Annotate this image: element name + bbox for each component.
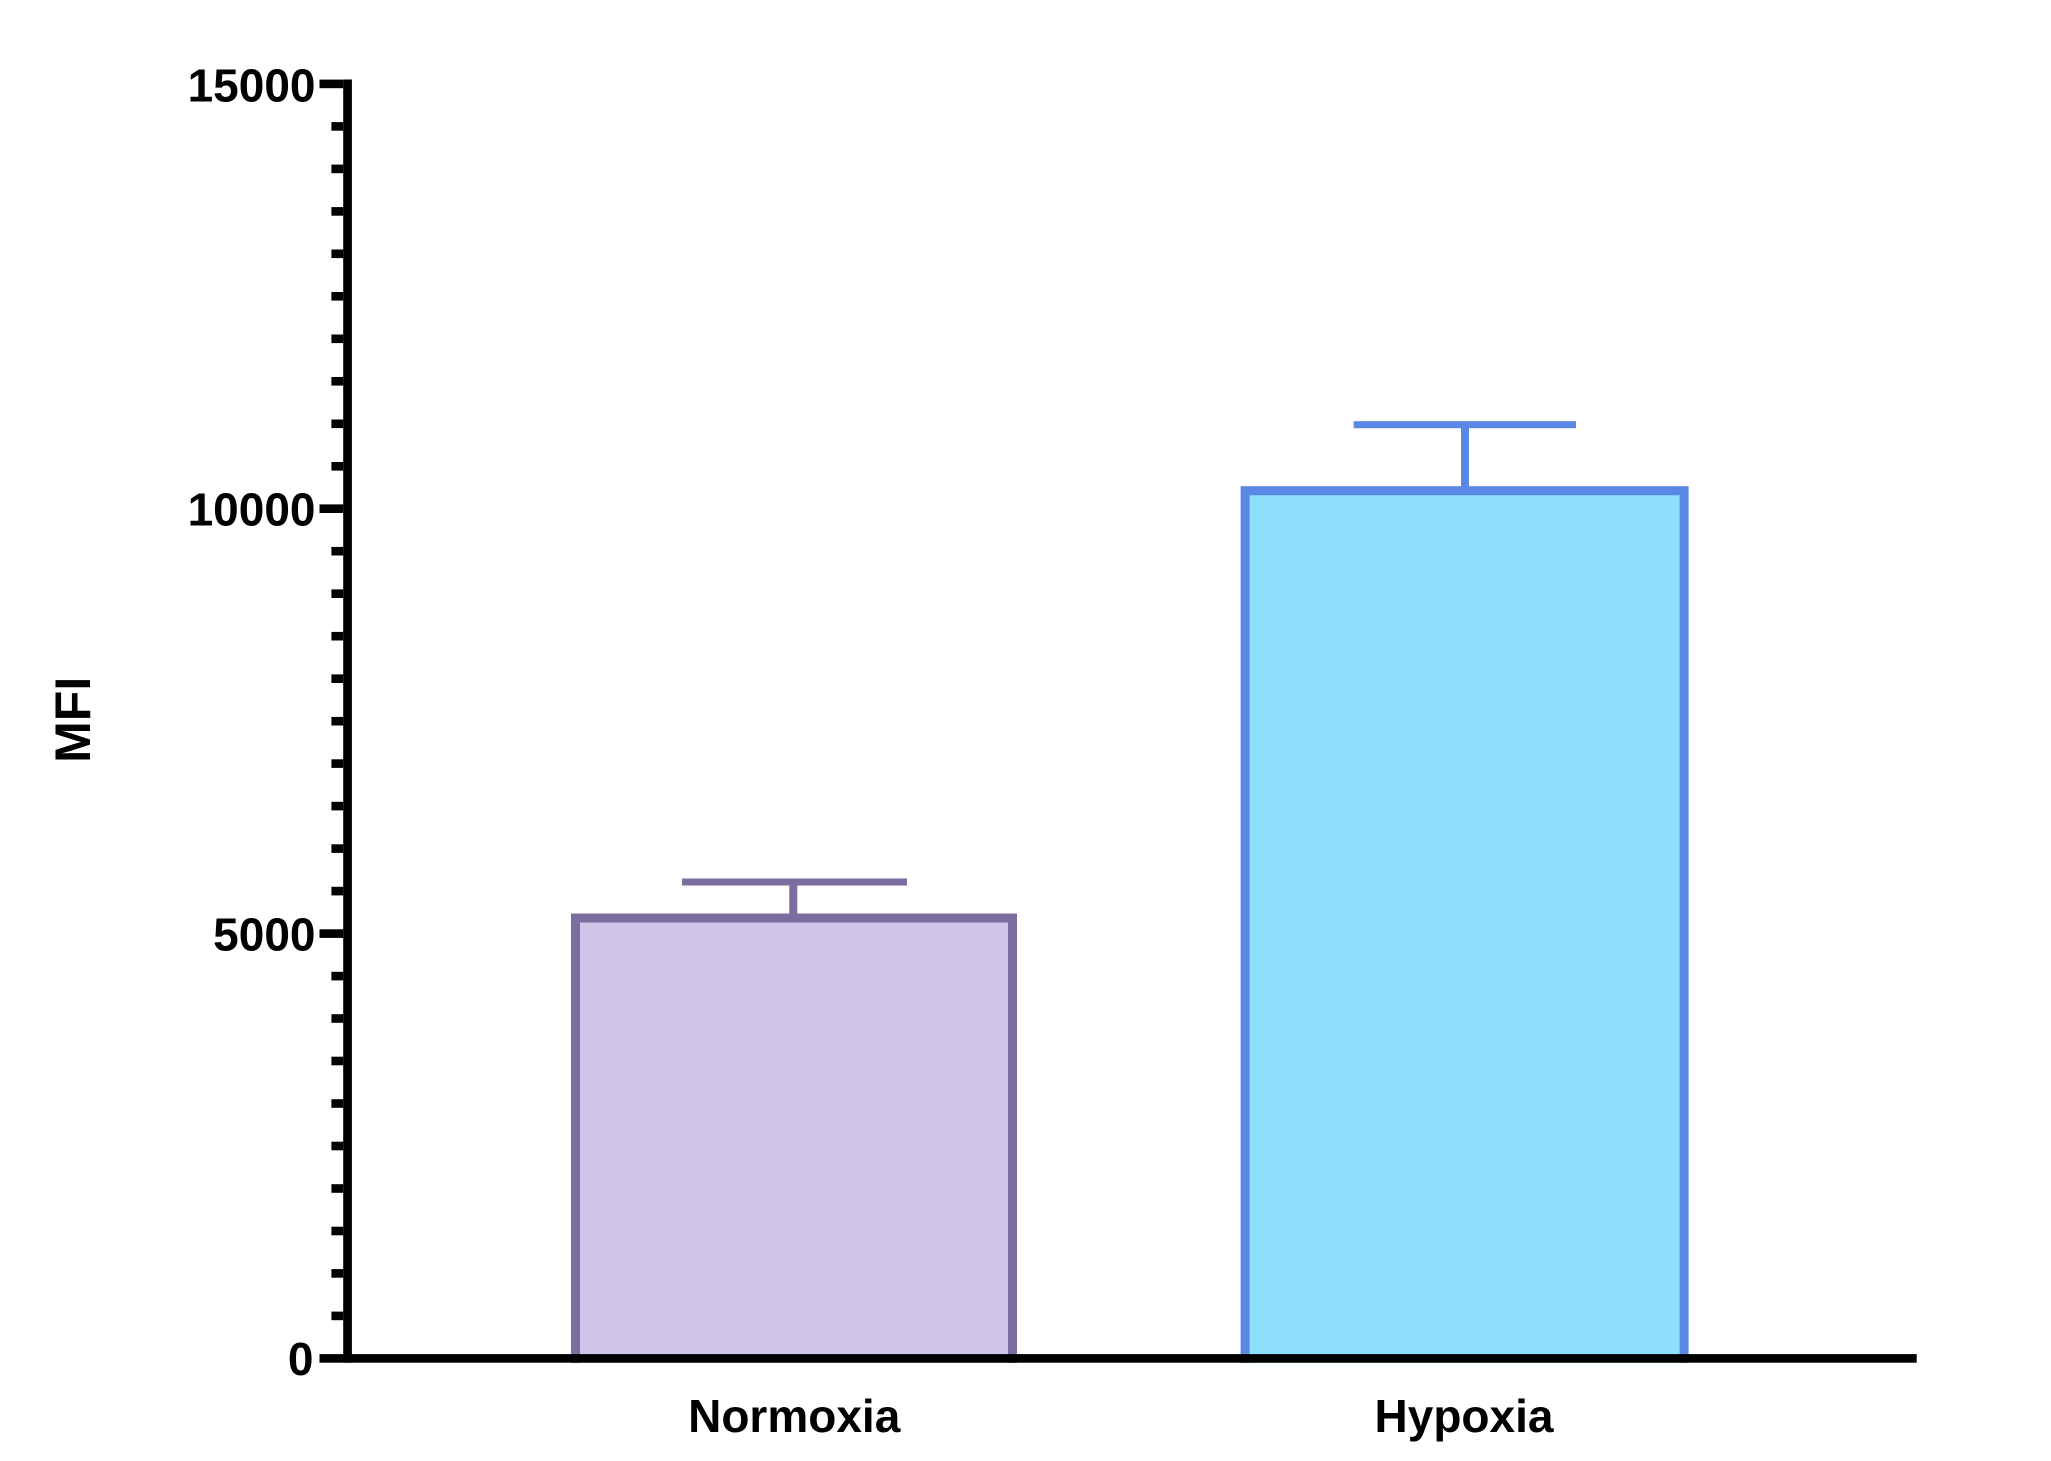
svg-text:5000: 5000 <box>213 908 315 960</box>
svg-text:Hypoxia: Hypoxia <box>1375 1390 1554 1442</box>
svg-text:15000: 15000 <box>188 60 316 112</box>
svg-text:MFI: MFI <box>45 677 101 763</box>
svg-text:Normoxia: Normoxia <box>688 1390 901 1442</box>
svg-text:10000: 10000 <box>188 484 316 536</box>
svg-text:0: 0 <box>288 1333 314 1385</box>
